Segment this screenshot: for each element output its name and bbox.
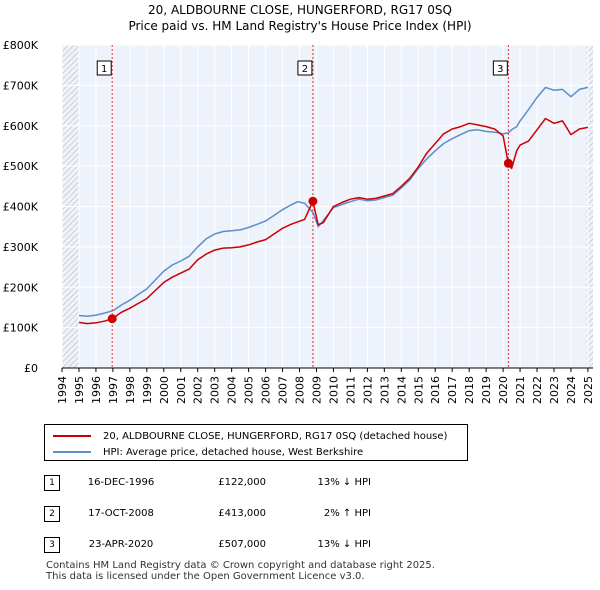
price-chart: 20, ALDBOURNE CLOSE, HUNGERFORD, RG17 0S… [3, 3, 595, 404]
transaction-hpi-diff: 2% ↑ HPI [323, 508, 371, 519]
legend-label-hpi: HPI: Average price, detached house, West… [103, 446, 364, 458]
x-tick-label: 1998 [124, 376, 137, 404]
sale-label-number: 1 [101, 64, 107, 75]
transaction-price: £122,000 [218, 477, 266, 488]
x-tick-label: 1999 [141, 376, 154, 404]
footer-line-1: Contains HM Land Registry data © Crown c… [46, 560, 435, 571]
transaction-hpi-diff: 13% ↓ HPI [317, 477, 371, 488]
x-tick-label: 1994 [56, 376, 69, 404]
sale-label-box [297, 60, 313, 76]
x-tick-label: 2007 [277, 376, 290, 404]
y-tick-label: £400K [3, 201, 39, 214]
x-tick-label: 2009 [310, 376, 323, 404]
legend-swatch-hpi [53, 451, 91, 453]
x-tick-label: 2002 [192, 376, 205, 404]
y-tick-label: £300K [3, 241, 39, 254]
sale-point [503, 158, 513, 168]
transaction-number: 1 [44, 475, 60, 491]
y-tick-label: £600K [3, 120, 39, 133]
transaction-date: 23-APR-2020 [88, 539, 154, 550]
x-tick-label: 2014 [395, 376, 408, 404]
y-tick-label: £500K [3, 160, 39, 173]
sale-markers: 1 2 3 [96, 45, 513, 368]
x-tick-label: 2006 [260, 376, 273, 404]
x-tick-label: 2010 [327, 376, 340, 404]
legend-label-property: 20, ALDBOURNE CLOSE, HUNGERFORD, RG17 0S… [103, 430, 448, 442]
chart-title: 20, ALDBOURNE CLOSE, HUNGERFORD, RG17 0S… [148, 3, 452, 17]
x-tick-label: 2004 [226, 376, 239, 404]
transaction-price: £413,000 [218, 508, 266, 519]
x-tick-label: 2022 [531, 376, 544, 404]
sale-point [308, 196, 318, 206]
y-tick-label: £0 [24, 362, 38, 375]
legend: 20, ALDBOURNE CLOSE, HUNGERFORD, RG17 0S… [44, 424, 468, 461]
transaction-date: 16-DEC-1996 [87, 477, 155, 488]
x-tick-label: 2019 [480, 376, 493, 404]
footer-attribution: Contains HM Land Registry data © Crown c… [46, 560, 435, 582]
x-tick-label: 1997 [107, 376, 120, 404]
y-tick-label: £700K [3, 79, 39, 92]
footer-line-2: This data is licensed under the Open Gov… [46, 571, 365, 582]
sale-label-number: 2 [302, 64, 308, 75]
x-tick-label: 2015 [412, 376, 425, 404]
table-row: 2 17-OCT-2008 £413,000 2% ↑ HPI [44, 506, 424, 524]
legend-item-property: 20, ALDBOURNE CLOSE, HUNGERFORD, RG17 0S… [53, 428, 447, 444]
x-tick-label: 2021 [514, 376, 527, 404]
x-tick-label: 1996 [90, 376, 103, 404]
x-tick-label: 2024 [565, 376, 578, 404]
x-tick-label: 2008 [294, 376, 307, 404]
sale-label-box [492, 60, 508, 76]
table-row: 3 23-APR-2020 £507,000 13% ↓ HPI [44, 537, 424, 555]
transaction-price: £507,000 [218, 539, 266, 550]
x-tick-label: 2023 [548, 376, 561, 404]
x-tick-label: 2016 [429, 376, 442, 404]
series-line-hpi [78, 86, 589, 318]
sale-point [107, 314, 117, 324]
table-row: 1 16-DEC-1996 £122,000 13% ↓ HPI [44, 475, 424, 493]
transaction-number: 3 [44, 537, 60, 553]
x-tick-label: 2012 [361, 376, 374, 404]
x-tick-label: 2005 [243, 376, 256, 404]
x-tick-label: 2025 [582, 376, 595, 404]
x-tick-label: 2001 [175, 376, 188, 404]
x-tick-label: 2011 [344, 376, 357, 404]
transaction-number: 2 [44, 506, 60, 522]
x-tick-label: 2003 [209, 376, 222, 404]
x-tick-label: 2018 [463, 376, 476, 404]
y-tick-label: £100K [3, 322, 39, 335]
y-tick-label: £800K [3, 39, 39, 52]
sale-label-box [96, 60, 112, 76]
legend-swatch-property [53, 435, 91, 437]
transaction-hpi-diff: 13% ↓ HPI [317, 539, 371, 550]
chart-subtitle: Price paid vs. HM Land Registry's House … [128, 19, 471, 33]
sale-label-number: 3 [497, 64, 503, 75]
x-tick-label: 1995 [73, 376, 86, 404]
x-tick-label: 2017 [446, 376, 459, 404]
legend-item-hpi: HPI: Average price, detached house, West… [53, 444, 363, 460]
transaction-date: 17-OCT-2008 [88, 508, 154, 519]
x-tick-label: 2013 [378, 376, 391, 404]
axes: £0 £100K £200K £300K £400K £500K £600K £700K £80… [3, 39, 595, 404]
x-tick-label: 2020 [497, 376, 510, 404]
y-tick-label: £200K [3, 281, 39, 294]
x-tick-label: 2000 [158, 376, 171, 404]
